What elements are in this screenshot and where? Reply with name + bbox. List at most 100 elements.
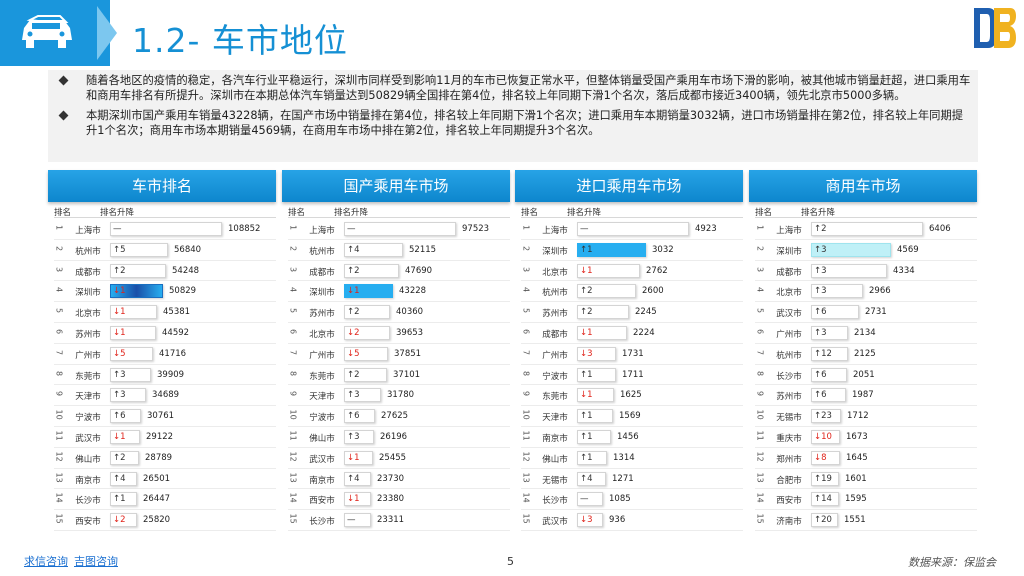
rank-number: 11 [521,430,531,441]
rank-change: ↑1 [580,431,593,442]
sales-bar [344,367,387,382]
rank-change: ↑5 [113,244,126,255]
sales-value: 31780 [387,390,415,401]
table-row: 1 上海市 ↑2 6406 [755,219,977,240]
rank-number: 8 [755,370,765,376]
city-name: 天津市 [309,392,335,403]
table-row: 2 杭州市 ↑5 56840 [54,240,276,261]
city-name: 上海市 [75,226,101,236]
rank-number: 4 [521,287,531,293]
city-name: 长沙市 [309,517,335,528]
table-row: 15 长沙市 — 23311 [288,510,510,531]
sales-value: 4334 [893,265,915,276]
rank-number: 2 [54,245,64,251]
city-name: 宁波市 [75,413,101,424]
city-name: 宁波市 [309,413,335,424]
sales-value: 25455 [379,452,407,463]
rank-number: 2 [521,245,531,251]
table-row: 11 南京市 ↑1 1456 [521,427,743,448]
sales-value: 1673 [846,431,868,442]
rank-change: ↑6 [113,411,126,422]
sales-value: 2051 [853,369,875,380]
rank-change: ↑3 [814,265,827,276]
rank-change: ↑1 [580,369,593,380]
sales-value: 1595 [845,494,867,505]
sales-value: 2600 [642,286,664,297]
summary-bullet: 本期深圳市国产乘用车销量43228辆，在国产市场中销量排在第4位，排名较上年同期… [54,108,972,138]
sales-value: 2224 [633,327,655,338]
city-name: 南京市 [75,475,101,486]
rank-number: 15 [288,513,298,524]
sales-bar [110,450,139,465]
table-row: 2 深圳市 ↑3 4569 [755,240,977,261]
panel-title: 车市排名 [48,170,276,202]
rank-change: ↑2 [347,265,360,276]
rank-change: ↑3 [814,286,827,297]
city-name: 佛山市 [75,454,101,465]
rank-number: 10 [54,409,64,420]
city-name: 上海市 [309,226,335,236]
city-name: 天津市 [542,413,568,424]
sales-bar [110,284,163,299]
rank-number: 13 [288,472,298,483]
diamond-bullet-icon [58,110,69,121]
rank-number: 1 [54,224,64,231]
rank-change: ↑2 [347,369,360,380]
sales-value: 23380 [377,494,405,505]
footer-link-jitu[interactable]: 吉图咨询 [74,555,118,568]
rank-number: 9 [521,391,531,397]
rank-change: ↓3 [580,348,593,359]
city-name: 东莞市 [542,392,568,403]
table-row: 13 合肥市 ↑19 1601 [755,469,977,490]
footer-link-qiuxin[interactable]: 求信咨询 [24,555,68,568]
column-header-rank: 排名 [755,208,773,218]
sales-value: 44592 [162,327,190,338]
table-row: 14 长沙市 ↑1 26447 [54,489,276,511]
rank-change: ↓1 [113,286,126,297]
rank-number: 13 [54,472,64,483]
sales-bar [577,429,611,444]
rank-change: ↑1 [580,411,593,422]
rank-number: 14 [755,492,765,504]
table-row: 6 北京市 ↓2 39653 [288,323,510,344]
rank-number: 10 [288,409,298,420]
sales-value: 2731 [865,307,887,318]
rank-change: ↑6 [814,390,827,401]
sales-value: 52115 [409,244,437,255]
table-row: 8 宁波市 ↑1 1711 [521,365,743,386]
sales-bar [344,429,374,444]
city-name: 上海市 [542,226,568,236]
table-row: 9 天津市 ↑3 31780 [288,385,510,407]
table-row: 11 佛山市 ↑3 26196 [288,427,510,448]
city-name: 长沙市 [542,496,568,507]
sales-bar [344,492,371,507]
sales-bar [344,242,403,257]
table-row: 1 上海市 — 4923 [521,219,743,240]
brand-logo [974,8,1016,48]
rank-number: 11 [288,430,298,441]
diamond-bullet-icon [58,75,69,86]
city-name: 苏州市 [542,309,568,320]
rank-change: ↑2 [347,307,360,318]
table-row: 7 广州市 ↓3 1731 [521,344,743,365]
city-name: 东莞市 [309,371,335,382]
rank-number: 7 [288,349,298,355]
rank-change: ↓5 [113,348,126,359]
rank-change: ↑1 [580,244,593,255]
table-row: 15 济南市 ↑20 1551 [755,510,977,531]
rank-number: 2 [755,245,765,251]
city-name: 苏州市 [309,309,335,320]
sales-bar [811,367,847,382]
sales-value: 26501 [143,473,171,484]
sales-value: 97523 [462,224,490,234]
sales-value: 56840 [174,244,202,255]
rank-number: 13 [521,472,531,483]
sales-bar [110,492,137,507]
table-row: 8 东莞市 ↑2 37101 [288,365,510,386]
sales-value: 1625 [620,390,642,401]
sales-value: 936 [609,515,626,526]
rank-change: ↑1 [113,494,126,505]
rank-number: 6 [521,328,531,335]
sales-bar [110,325,156,340]
table-row: 9 东莞市 ↓1 1625 [521,385,743,407]
